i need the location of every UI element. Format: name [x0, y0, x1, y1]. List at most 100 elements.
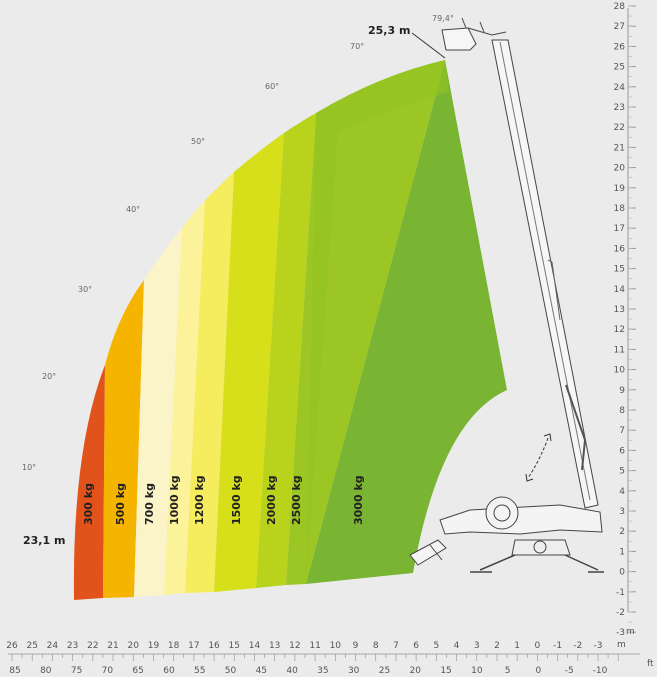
bottom-axis-ft-label: 65	[132, 666, 143, 676]
right-axis-label: 25	[614, 63, 625, 73]
right-axis-label: -1	[616, 588, 625, 598]
bottom-axis-m-label: 24	[47, 641, 59, 651]
bottom-axis-m-label: 7	[393, 641, 399, 651]
bottom-axis-m-label: -3	[594, 641, 603, 651]
load-label-3000kg: 3000 kg	[352, 475, 365, 525]
load-label-1200kg: 1200 kg	[193, 475, 206, 525]
angle-label-50: 50°	[191, 137, 205, 146]
zone-1500kg	[214, 133, 284, 592]
zone-700kg	[134, 228, 182, 597]
bottom-axis-ft-label: 25	[379, 666, 390, 676]
bottom-axis-ft-label: 40	[286, 666, 298, 676]
angle-label-30: 30°	[78, 285, 92, 294]
load-label-2500kg: 2500 kg	[290, 475, 303, 525]
bottom-axis-m-label: 8	[373, 641, 379, 651]
right-axis-label: 27	[614, 22, 625, 32]
bottom-axis-m-label: 11	[309, 641, 320, 651]
max-height-leader	[411, 32, 446, 59]
bottom-axis-ft-label: 30	[348, 666, 360, 676]
max-reach-label: 23,1 m	[23, 534, 65, 547]
angle-label-60: 60°	[265, 82, 279, 91]
load-label-1500kg: 1500 kg	[230, 475, 243, 525]
right-axis: 2827262524232221201918171615141312111098…	[614, 2, 636, 638]
angle-labels: 70° 60° 50° 40° 30° 20° 10°	[22, 42, 364, 472]
bottom-axis-m-label: 25	[26, 641, 37, 651]
bottom-axis-m-label: 14	[249, 641, 261, 651]
right-axis-label: 0	[619, 568, 625, 578]
bottom-axis-m-label: 12	[289, 641, 300, 651]
bottom-axis-m-label: 23	[67, 641, 78, 651]
right-axis-label: 2	[619, 527, 625, 537]
load-label-500kg: 500 kg	[114, 483, 127, 525]
bottom-axis-ft-label: 80	[40, 666, 52, 676]
bottom-axis-ft-label: 10	[471, 666, 483, 676]
bottom-axes: 26 25 24 23 22 21 20 19 18 17 16 15 14 13 12 11 10 9 8 7 6 5 4…	[6, 640, 654, 676]
right-axis-label: 19	[614, 184, 626, 194]
right-axis-label: 10	[614, 366, 626, 376]
right-axis-label: 16	[614, 244, 626, 254]
bottom-axis-ft-label: 55	[194, 666, 205, 676]
right-axis-label: 12	[614, 325, 625, 335]
bottom-axis-m-label: 18	[168, 641, 180, 651]
bottom-axis-ft-label: -10	[593, 666, 608, 676]
bottom-axis-m-label: 4	[454, 641, 460, 651]
right-axis-label: 7	[619, 426, 625, 436]
bottom-axis-m-label: 21	[107, 641, 118, 651]
crane-illustration	[409, 17, 604, 573]
bottom-axis-ft-label: 60	[163, 666, 175, 676]
right-axis-label: 28	[614, 2, 626, 12]
bottom-axis-m-label: 17	[188, 641, 199, 651]
load-label-700kg: 700 kg	[143, 483, 156, 525]
angle-label-70: 70°	[350, 42, 364, 51]
right-axis-label: 3	[619, 507, 625, 517]
angle-label-10: 10°	[22, 463, 36, 472]
right-axis-label: 22	[614, 123, 625, 133]
right-axis-label: 20	[614, 164, 626, 174]
load-zones	[73, 60, 507, 600]
bottom-axis-m-label: 0	[535, 641, 541, 651]
bottom-axis-m-label: 26	[6, 641, 18, 651]
bottom-axis-m-label: 16	[208, 641, 220, 651]
right-axis-label: 5	[619, 467, 625, 477]
bottom-axis-m-label: 3	[474, 641, 480, 651]
zone-3000kg	[306, 60, 507, 584]
right-axis-label: 6	[619, 446, 625, 456]
right-axis-label: 1	[619, 547, 625, 557]
zone-1200kg	[185, 172, 234, 593]
right-axis-label: 24	[614, 83, 626, 93]
bottom-axis-ft-label: 70	[102, 666, 114, 676]
right-axis-label: 17	[614, 224, 625, 234]
bottom-axis-m-label: 20	[128, 641, 140, 651]
crane-cab-wheel	[485, 496, 519, 530]
load-labels: 300 kg 500 kg 700 kg 1000 kg 1200 kg 150…	[82, 475, 365, 525]
crane-jib	[441, 27, 477, 51]
right-axis-label: 18	[614, 204, 626, 214]
right-axis-label: 13	[614, 305, 625, 315]
bottom-axis-ft-label: 35	[317, 666, 328, 676]
right-axis-label: 21	[614, 143, 625, 153]
bottom-axis-m-label: -2	[573, 641, 582, 651]
zone-300kg	[73, 365, 105, 600]
load-label-2000kg: 2000 kg	[265, 475, 278, 525]
right-axis-label: -3	[616, 628, 625, 638]
bottom-axis-ft-label: 0	[536, 666, 542, 676]
right-axis-label: 9	[619, 386, 625, 396]
angle-label-40: 40°	[126, 205, 140, 214]
angle-label-20: 20°	[42, 372, 56, 381]
bottom-axis-m-label: 1	[514, 641, 520, 651]
crane-outrigger-right	[564, 554, 604, 573]
right-axis-label: 26	[614, 42, 626, 52]
bottom-axis-ft-label: 45	[256, 666, 267, 676]
bottom-axis-ft-unit: ft	[647, 659, 654, 669]
bottom-axis-m-label: 10	[330, 641, 342, 651]
load-label-1000kg: 1000 kg	[168, 475, 181, 525]
zone-1000kg	[164, 200, 205, 595]
bottom-axis-ft-label: 15	[440, 666, 451, 676]
right-axis-label: 23	[614, 103, 625, 113]
right-axis-label: 14	[614, 285, 626, 295]
bottom-axis-ft-label: -5	[565, 666, 574, 676]
load-label-300kg: 300 kg	[82, 483, 95, 525]
zone-2000kg	[256, 113, 316, 588]
bottom-axis-m-label: 15	[229, 641, 240, 651]
